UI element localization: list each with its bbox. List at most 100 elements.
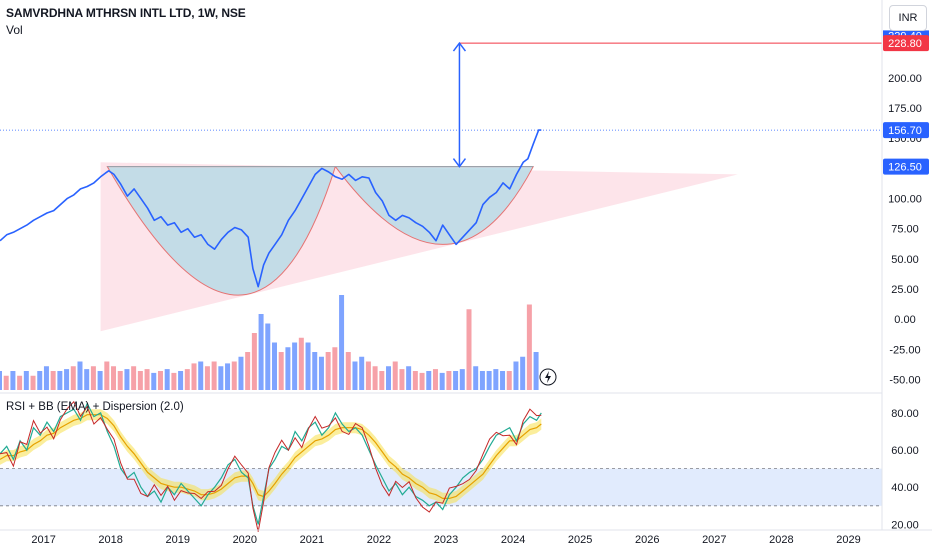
volume-bar [432, 369, 438, 390]
price-tick-label: -25.00 [889, 344, 920, 356]
price-label-box-last [883, 122, 929, 139]
cup-right [334, 166, 535, 245]
volume-bar [70, 366, 76, 390]
volume-bar [218, 366, 224, 390]
volume-bar [500, 371, 506, 390]
volume-bar [37, 371, 43, 390]
volume-bar [278, 352, 284, 390]
price-tick-label: 100.00 [888, 194, 922, 206]
time-tick-label: 2021 [300, 534, 324, 546]
volume-legend-label: Vol [6, 23, 23, 37]
volume-bar [285, 347, 291, 390]
volume-bar [312, 352, 318, 390]
cup-left [106, 166, 337, 296]
volume-bar [90, 366, 96, 390]
volume-bar [439, 372, 445, 390]
volume-bar [77, 361, 83, 390]
volume-bar [0, 371, 2, 390]
volume-bar [365, 361, 371, 390]
volume-bar [171, 372, 177, 390]
volume-bar [137, 371, 143, 390]
volume-bar [486, 371, 492, 390]
time-tick-label: 2022 [367, 534, 391, 546]
volume-bar [258, 314, 264, 390]
volume-bar [298, 337, 304, 390]
lightning-icon [539, 368, 557, 386]
volume-bar [84, 369, 90, 390]
time-tick-label: 2017 [31, 534, 55, 546]
volume-bar [178, 371, 184, 390]
volume-bar [379, 371, 385, 390]
volume-bar [164, 369, 170, 390]
currency-button[interactable]: INR [889, 5, 927, 31]
time-tick-label: 2028 [769, 534, 793, 546]
volume-bar [406, 366, 412, 390]
rsi-tick-label: 40.00 [891, 482, 919, 494]
price-label-last: 156.70 [888, 125, 922, 137]
volume-bar [184, 369, 190, 390]
volume-bar [325, 352, 331, 390]
volume-bar [50, 371, 56, 390]
volume-bar [453, 371, 459, 390]
price-label-neckline: 126.50 [888, 162, 922, 174]
time-tick-label: 2027 [702, 534, 726, 546]
volume-bar [245, 352, 251, 390]
price-pane [0, 41, 882, 332]
time-tick-label: 2026 [635, 534, 659, 546]
target-arrow-head-down [452, 158, 467, 168]
volume-bar [117, 371, 123, 390]
volume-bar [64, 369, 70, 390]
volume-bar [3, 375, 9, 390]
volume-bar [265, 323, 271, 390]
target-arrow-head-up [452, 41, 467, 52]
volume-bar [426, 371, 432, 390]
volume-bar [151, 372, 157, 390]
volume-bar [359, 356, 365, 390]
price-tick-label: 25.00 [891, 284, 919, 296]
volume-bar [533, 352, 539, 390]
volume-bar [57, 371, 63, 390]
volume-bar [459, 369, 465, 390]
volume-bar [17, 375, 23, 390]
time-tick-label: 2029 [836, 534, 860, 546]
volume-bar [372, 366, 378, 390]
rsi-tick-label: 80.00 [891, 408, 919, 420]
price-series-line [0, 129, 542, 288]
volume-bar [506, 371, 512, 390]
price-label-box-neckline [883, 158, 929, 175]
rsi-secondary-line [0, 400, 542, 532]
volume-bar [392, 361, 398, 390]
volume-bar [493, 369, 499, 390]
volume-bar [225, 363, 231, 390]
price-label-box-target [883, 35, 929, 52]
volume-bar [111, 366, 117, 390]
volume-bar [520, 356, 526, 390]
time-tick-label: 2023 [434, 534, 458, 546]
price-label-target: 228.80 [888, 38, 922, 50]
lightning-icon-bolt [545, 371, 551, 383]
price-tick-label: 200.00 [888, 73, 922, 85]
volume-bar [419, 372, 425, 390]
time-tick-label: 2019 [165, 534, 189, 546]
rsi-pane [0, 400, 882, 532]
rsi-indicator-title: RSI + BB (EMA) + Dispersion (2.0) [6, 401, 184, 413]
bb-band [0, 409, 542, 504]
volume-bar [526, 304, 532, 390]
volume-bar [10, 371, 16, 390]
volume-bar [144, 369, 150, 390]
volume-bar [399, 369, 405, 390]
price-tick-label: 0.00 [894, 314, 915, 326]
volume-bar [412, 371, 418, 390]
volume-bar [332, 347, 338, 390]
bb-basis-line [0, 414, 542, 499]
rsi-tick-label: 60.00 [891, 445, 919, 457]
volume-bar [97, 371, 103, 390]
volume-bar [204, 366, 210, 390]
volume-bar [124, 369, 130, 390]
price-tick-label: 75.00 [891, 224, 919, 236]
volume-bar [479, 371, 485, 390]
volume-bar [292, 342, 298, 390]
volume-bar [43, 366, 49, 390]
